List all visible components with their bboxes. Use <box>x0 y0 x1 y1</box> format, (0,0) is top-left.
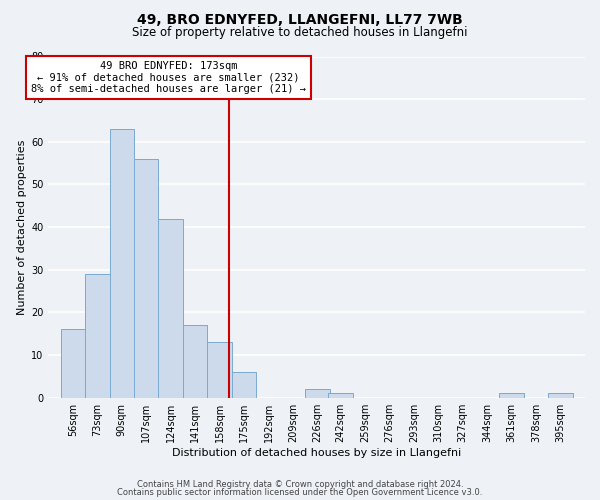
Text: Size of property relative to detached houses in Llangefni: Size of property relative to detached ho… <box>132 26 468 39</box>
X-axis label: Distribution of detached houses by size in Llangefni: Distribution of detached houses by size … <box>172 448 461 458</box>
Text: 49 BRO EDNYFED: 173sqm
← 91% of detached houses are smaller (232)
8% of semi-det: 49 BRO EDNYFED: 173sqm ← 91% of detached… <box>31 61 306 94</box>
Bar <box>232 372 256 398</box>
Bar <box>134 159 158 398</box>
Bar <box>328 394 353 398</box>
Bar <box>208 342 232 398</box>
Bar <box>158 218 183 398</box>
Bar <box>499 394 524 398</box>
Y-axis label: Number of detached properties: Number of detached properties <box>17 140 27 315</box>
Bar <box>305 389 329 398</box>
Bar <box>110 129 134 398</box>
Text: Contains public sector information licensed under the Open Government Licence v3: Contains public sector information licen… <box>118 488 482 497</box>
Bar <box>548 394 573 398</box>
Bar <box>183 325 208 398</box>
Text: 49, BRO EDNYFED, LLANGEFNI, LL77 7WB: 49, BRO EDNYFED, LLANGEFNI, LL77 7WB <box>137 12 463 26</box>
Text: Contains HM Land Registry data © Crown copyright and database right 2024.: Contains HM Land Registry data © Crown c… <box>137 480 463 489</box>
Bar <box>85 274 110 398</box>
Bar <box>61 330 85 398</box>
